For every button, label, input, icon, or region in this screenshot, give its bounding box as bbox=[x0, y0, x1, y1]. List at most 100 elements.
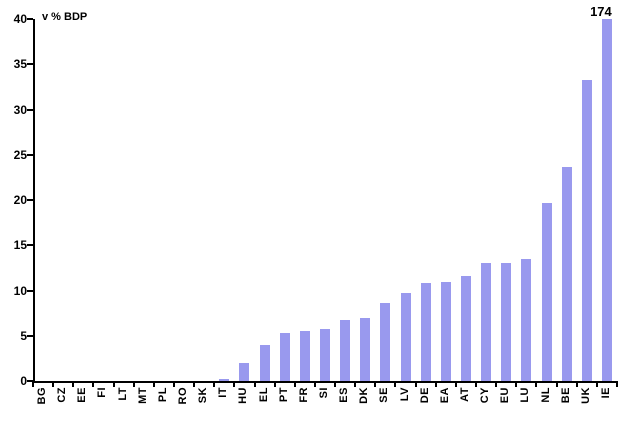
y-tick-label-15: 15 bbox=[13, 238, 27, 253]
x-category-label-sk: SK bbox=[197, 387, 210, 404]
x-category-label-be: BE bbox=[559, 387, 572, 404]
x-tick-12 bbox=[273, 382, 276, 387]
x-category-label-ro: RO bbox=[177, 387, 190, 405]
x-tick-4 bbox=[112, 382, 115, 387]
x-tick-26 bbox=[555, 382, 558, 387]
x-category-label-eu: EU bbox=[499, 387, 512, 404]
x-tick-13 bbox=[293, 382, 296, 387]
x-tick-16 bbox=[354, 382, 357, 387]
x-tick-2 bbox=[72, 382, 75, 387]
x-category-label-dk: DK bbox=[358, 387, 371, 404]
bar-de bbox=[420, 283, 431, 381]
x-category-label-hu: HU bbox=[237, 387, 250, 404]
x-tick-21 bbox=[454, 382, 457, 387]
y-tick-label-0: 0 bbox=[20, 374, 27, 388]
x-category-label-cz: CZ bbox=[56, 387, 69, 403]
x-tick-17 bbox=[374, 382, 377, 387]
x-category-label-uk: UK bbox=[579, 387, 592, 404]
x-category-label-ee: EE bbox=[76, 387, 89, 403]
bar-be bbox=[561, 166, 572, 381]
x-tick-9 bbox=[213, 382, 216, 387]
x-tick-10 bbox=[233, 382, 236, 387]
x-tick-27 bbox=[575, 382, 578, 387]
x-tick-29 bbox=[616, 382, 618, 387]
y-tick-label-5: 5 bbox=[20, 328, 27, 343]
x-category-label-fr: FR bbox=[297, 387, 310, 403]
x-category-label-lu: LU bbox=[519, 387, 532, 403]
x-category-label-mt: MT bbox=[136, 387, 149, 404]
x-category-label-pl: PL bbox=[156, 387, 169, 403]
bar-hu bbox=[239, 362, 250, 381]
y-tick-10 bbox=[27, 289, 33, 292]
y-axis-line bbox=[33, 19, 35, 383]
y-tick-label-30: 30 bbox=[13, 102, 27, 117]
x-tick-15 bbox=[334, 382, 337, 387]
bar-fr bbox=[299, 331, 310, 381]
y-tick-label-35: 35 bbox=[13, 57, 27, 72]
x-category-label-cy: CY bbox=[479, 387, 492, 404]
bar-es bbox=[340, 320, 351, 381]
x-tick-20 bbox=[434, 382, 437, 387]
bar-pt bbox=[279, 333, 290, 381]
bar-at bbox=[460, 276, 471, 381]
x-tick-23 bbox=[495, 382, 498, 387]
x-category-label-se: SE bbox=[378, 387, 391, 403]
y-tick-40 bbox=[27, 18, 33, 20]
bar-nl bbox=[541, 202, 552, 381]
x-tick-22 bbox=[475, 382, 478, 387]
bar-value-label-ie: 174 bbox=[590, 4, 612, 19]
x-tick-25 bbox=[535, 382, 538, 387]
x-category-label-bg: BG bbox=[36, 387, 49, 405]
y-tick-35 bbox=[27, 63, 33, 66]
x-category-label-lt: LT bbox=[116, 387, 129, 401]
y-tick-label-25: 25 bbox=[13, 147, 27, 162]
x-category-label-de: DE bbox=[418, 387, 431, 404]
x-category-label-el: EL bbox=[257, 387, 270, 403]
bar-el bbox=[259, 344, 270, 381]
y-tick-30 bbox=[27, 108, 33, 111]
x-category-label-ie: IE bbox=[599, 387, 612, 399]
x-tick-7 bbox=[172, 382, 175, 387]
y-tick-0 bbox=[27, 380, 33, 382]
y-tick-20 bbox=[27, 199, 33, 201]
x-tick-6 bbox=[152, 382, 155, 387]
y-tick-25 bbox=[27, 153, 33, 156]
bar-it bbox=[219, 379, 230, 381]
bar-ea bbox=[440, 282, 451, 381]
bar-ie bbox=[601, 19, 612, 381]
x-category-label-si: SI bbox=[318, 387, 330, 399]
x-category-label-it: IT bbox=[217, 387, 230, 398]
y-tick-label-10: 10 bbox=[13, 283, 27, 298]
x-tick-3 bbox=[92, 382, 95, 387]
x-tick-5 bbox=[132, 382, 135, 387]
bar-cy bbox=[481, 263, 492, 381]
x-category-label-es: ES bbox=[338, 387, 351, 403]
x-category-label-nl: NL bbox=[539, 387, 552, 403]
chart-title: v % BDP bbox=[42, 11, 88, 23]
x-category-label-ea: EA bbox=[438, 387, 451, 404]
x-category-label-at: AT bbox=[458, 387, 471, 402]
y-tick-5 bbox=[27, 334, 33, 337]
x-category-label-lv: LV bbox=[398, 387, 411, 402]
x-tick-19 bbox=[414, 382, 417, 387]
x-category-label-pt: PT bbox=[277, 387, 290, 403]
y-tick-label-20: 20 bbox=[13, 193, 27, 207]
x-tick-8 bbox=[193, 382, 196, 387]
bar-dk bbox=[360, 317, 371, 381]
y-tick-label-40: 40 bbox=[13, 12, 27, 26]
x-axis-line bbox=[33, 381, 618, 383]
x-tick-18 bbox=[394, 382, 397, 387]
x-tick-11 bbox=[253, 382, 256, 387]
x-tick-14 bbox=[313, 382, 316, 387]
bar-se bbox=[380, 303, 391, 381]
x-category-label-fi: FI bbox=[96, 387, 109, 398]
bar-lv bbox=[400, 293, 411, 381]
bar-si bbox=[320, 329, 330, 381]
x-tick-24 bbox=[515, 382, 518, 387]
x-tick-1 bbox=[52, 382, 55, 387]
y-tick-15 bbox=[27, 244, 33, 247]
x-tick-0 bbox=[32, 382, 34, 387]
bar-eu bbox=[501, 263, 512, 381]
bar-lu bbox=[521, 258, 532, 381]
